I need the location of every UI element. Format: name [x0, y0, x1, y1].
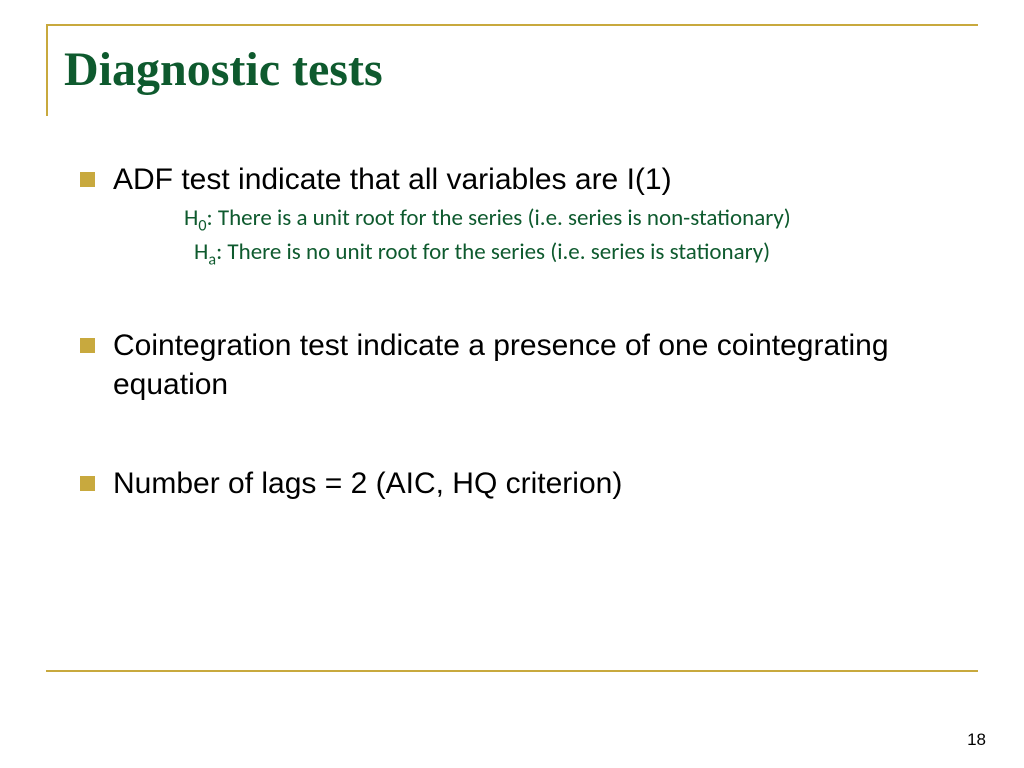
bullet-item: ADF test indicate that all variables are… — [80, 160, 960, 199]
frame-left-line — [46, 24, 48, 116]
page-number: 18 — [967, 730, 986, 750]
bullet-text: Number of lags = 2 (AIC, HQ criterion) — [113, 464, 622, 503]
bullet-square-icon — [80, 338, 95, 353]
hypothesis-null: H0: There is a unit root for the series … — [184, 203, 960, 237]
bullet-square-icon — [80, 172, 95, 187]
bullet-item: Number of lags = 2 (AIC, HQ criterion) — [80, 464, 960, 503]
bullet-text: Cointegration test indicate a presence o… — [113, 326, 960, 404]
spacer — [80, 404, 960, 464]
hypothesis-block: H0: There is a unit root for the series … — [184, 203, 960, 272]
slide: Diagnostic tests ADF test indicate that … — [0, 0, 1024, 768]
frame-bottom-line — [46, 670, 978, 672]
bullet-square-icon — [80, 476, 95, 491]
slide-title: Diagnostic tests — [64, 44, 383, 97]
hypothesis-alt: Ha: There is no unit root for the series… — [194, 237, 960, 271]
bullet-item: Cointegration test indicate a presence o… — [80, 326, 960, 404]
frame-top-line — [46, 24, 978, 26]
slide-body: ADF test indicate that all variables are… — [80, 160, 960, 503]
bullet-text: ADF test indicate that all variables are… — [113, 160, 672, 199]
spacer — [80, 272, 960, 326]
